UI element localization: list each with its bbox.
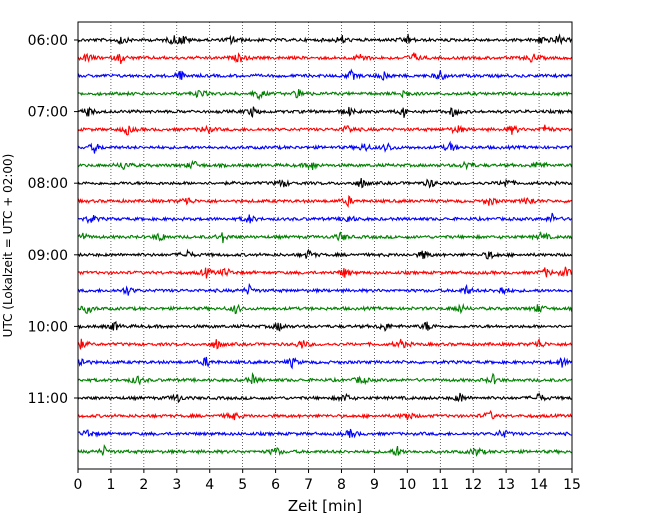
x-tick-label: 9 — [370, 477, 379, 493]
seismic-trace — [77, 248, 573, 260]
x-tick-label: 6 — [271, 477, 280, 493]
seismic-trace — [77, 140, 573, 154]
seismic-trace — [77, 266, 573, 279]
seismic-trace — [77, 372, 573, 386]
x-tick-label: 10 — [398, 477, 416, 493]
x-axis-ticks: 0 1 2 3 4 5 6 7 8 9 10 11 12 13 14 15 — [74, 469, 581, 493]
x-tick-label: 15 — [563, 477, 581, 493]
seismic-trace — [77, 106, 573, 119]
seismic-traces — [77, 33, 573, 457]
seismic-trace — [77, 444, 573, 457]
y-tick-label: 06:00 — [28, 33, 68, 49]
seismic-trace — [77, 159, 573, 171]
seismic-trace — [77, 178, 572, 189]
x-tick-label: 13 — [497, 477, 515, 493]
x-tick-label: 5 — [238, 477, 247, 493]
seismic-trace — [77, 212, 573, 225]
x-axis-title: Zeit [min] — [288, 497, 362, 515]
x-tick-label: 12 — [464, 477, 482, 493]
seismic-trace — [77, 356, 573, 370]
seismic-trace — [77, 230, 573, 244]
y-tick-label: 07:00 — [28, 105, 68, 121]
y-axis-title: UTC (Lokalzeit = UTC + 02:00) — [1, 154, 15, 338]
seismic-trace — [77, 68, 573, 81]
x-tick-label: 11 — [431, 477, 449, 493]
y-tick-label: 08:00 — [28, 176, 68, 192]
y-axis-ticks: 06:00 07:00 08:00 09:00 10:00 11:00 — [28, 33, 78, 407]
seismic-trace — [77, 282, 573, 296]
seismic-trace — [77, 52, 573, 65]
x-tick-label: 0 — [74, 477, 83, 493]
seismic-trace — [77, 337, 573, 350]
y-tick-label: 11:00 — [28, 391, 68, 407]
seismic-trace — [77, 124, 573, 136]
seismic-trace — [77, 89, 573, 101]
plot-frame — [77, 21, 573, 470]
x-tick-label: 4 — [205, 477, 214, 493]
seismic-trace — [77, 392, 573, 404]
grid-lines — [110, 22, 540, 469]
y-tick-label: 10:00 — [28, 319, 68, 335]
x-tick-label: 2 — [139, 477, 148, 493]
seismic-trace — [77, 302, 573, 315]
seismic-trace — [77, 409, 573, 421]
seismic-trace — [78, 320, 573, 332]
seismic-trace — [77, 428, 573, 439]
x-tick-label: 7 — [304, 477, 313, 493]
seismic-trace — [77, 194, 573, 209]
x-tick-label: 3 — [172, 477, 181, 493]
x-tick-label: 8 — [337, 477, 346, 493]
x-tick-label: 14 — [530, 477, 548, 493]
seismic-trace — [77, 33, 573, 46]
x-tick-label: 1 — [106, 477, 115, 493]
y-tick-label: 09:00 — [28, 248, 68, 264]
